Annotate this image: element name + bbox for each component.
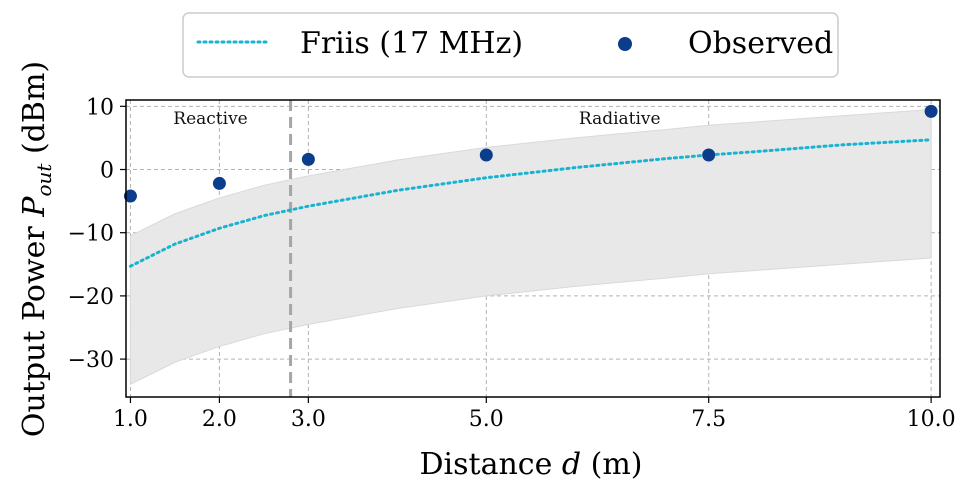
x-axis-ticks: 1.0 2.0 3.0 5.0 7.5 10.0 [113, 397, 956, 432]
x-tick-label-1: 2.0 [202, 407, 237, 432]
observed-point-4 [702, 148, 716, 162]
x-tick-label-0: 1.0 [113, 407, 148, 432]
y-tick-label-2: −10 [68, 222, 114, 247]
y-tick-label-0: 10 [86, 95, 114, 120]
observed-point-3 [479, 148, 493, 162]
y-tick-label-1: 0 [100, 159, 114, 184]
annotation-reactive: Reactive [173, 109, 247, 129]
observed-point-5 [924, 104, 938, 118]
x-tick-label-4: 7.5 [691, 407, 726, 432]
x-axis-label: Distance d (m) [419, 447, 642, 482]
observed-point-2 [301, 152, 315, 166]
legend: Friis (17 MHz) Observed [182, 12, 839, 78]
legend-box [182, 12, 839, 78]
y-tick-label-4: −30 [68, 348, 114, 373]
x-tick-label-2: 3.0 [291, 407, 326, 432]
y-axis-label: Output Power Pout (dBm) [17, 61, 56, 437]
x-tick-label-5: 10.0 [907, 407, 956, 432]
confidence-band [129, 108, 932, 386]
annotation-radiative: Radiative [579, 109, 661, 129]
legend-observed-marker [618, 37, 632, 51]
plot-border [125, 99, 941, 398]
y-tick-label-3: −20 [68, 285, 114, 310]
friis-series-line [128, 138, 933, 268]
observed-point-0 [123, 189, 137, 203]
x-tick-label-3: 5.0 [469, 407, 504, 432]
legend-observed-label: Observed [688, 26, 833, 61]
legend-friis-label: Friis (17 MHz) [300, 26, 523, 61]
y-axis-ticks: 10 0 −10 −20 −30 [68, 95, 126, 373]
observed-point-1 [212, 176, 226, 190]
plot-area: Reactive Radiative [123, 99, 941, 398]
observed-points [123, 104, 938, 203]
